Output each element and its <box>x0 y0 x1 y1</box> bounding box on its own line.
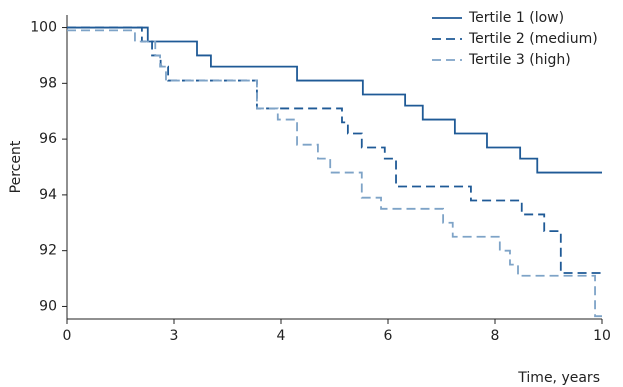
legend-label: Tertile 2 (medium) <box>468 31 598 47</box>
y-tick-label: 94 <box>39 187 57 203</box>
legend-label: Tertile 3 (high) <box>468 52 571 68</box>
x-tick-label: 6 <box>384 328 393 344</box>
legend-label: Tertile 1 (low) <box>468 10 564 26</box>
x-tick-label: 3 <box>170 328 179 344</box>
x-tick-label: 8 <box>491 328 500 344</box>
survival-line <box>67 29 602 318</box>
y-tick-label: 96 <box>39 131 57 147</box>
y-tick-label: 92 <box>39 243 57 259</box>
y-tick-label: 98 <box>39 75 57 91</box>
x-axis-label: Time, years <box>517 370 600 386</box>
y-tick-label: 90 <box>39 298 57 314</box>
survival-line <box>67 26 602 174</box>
x-tick-label: 0 <box>63 328 72 344</box>
y-tick-label: 100 <box>30 20 57 36</box>
x-tick-label: 4 <box>277 328 286 344</box>
y-axis-label: Percent <box>8 140 24 193</box>
x-tick-label: 10 <box>593 328 611 344</box>
